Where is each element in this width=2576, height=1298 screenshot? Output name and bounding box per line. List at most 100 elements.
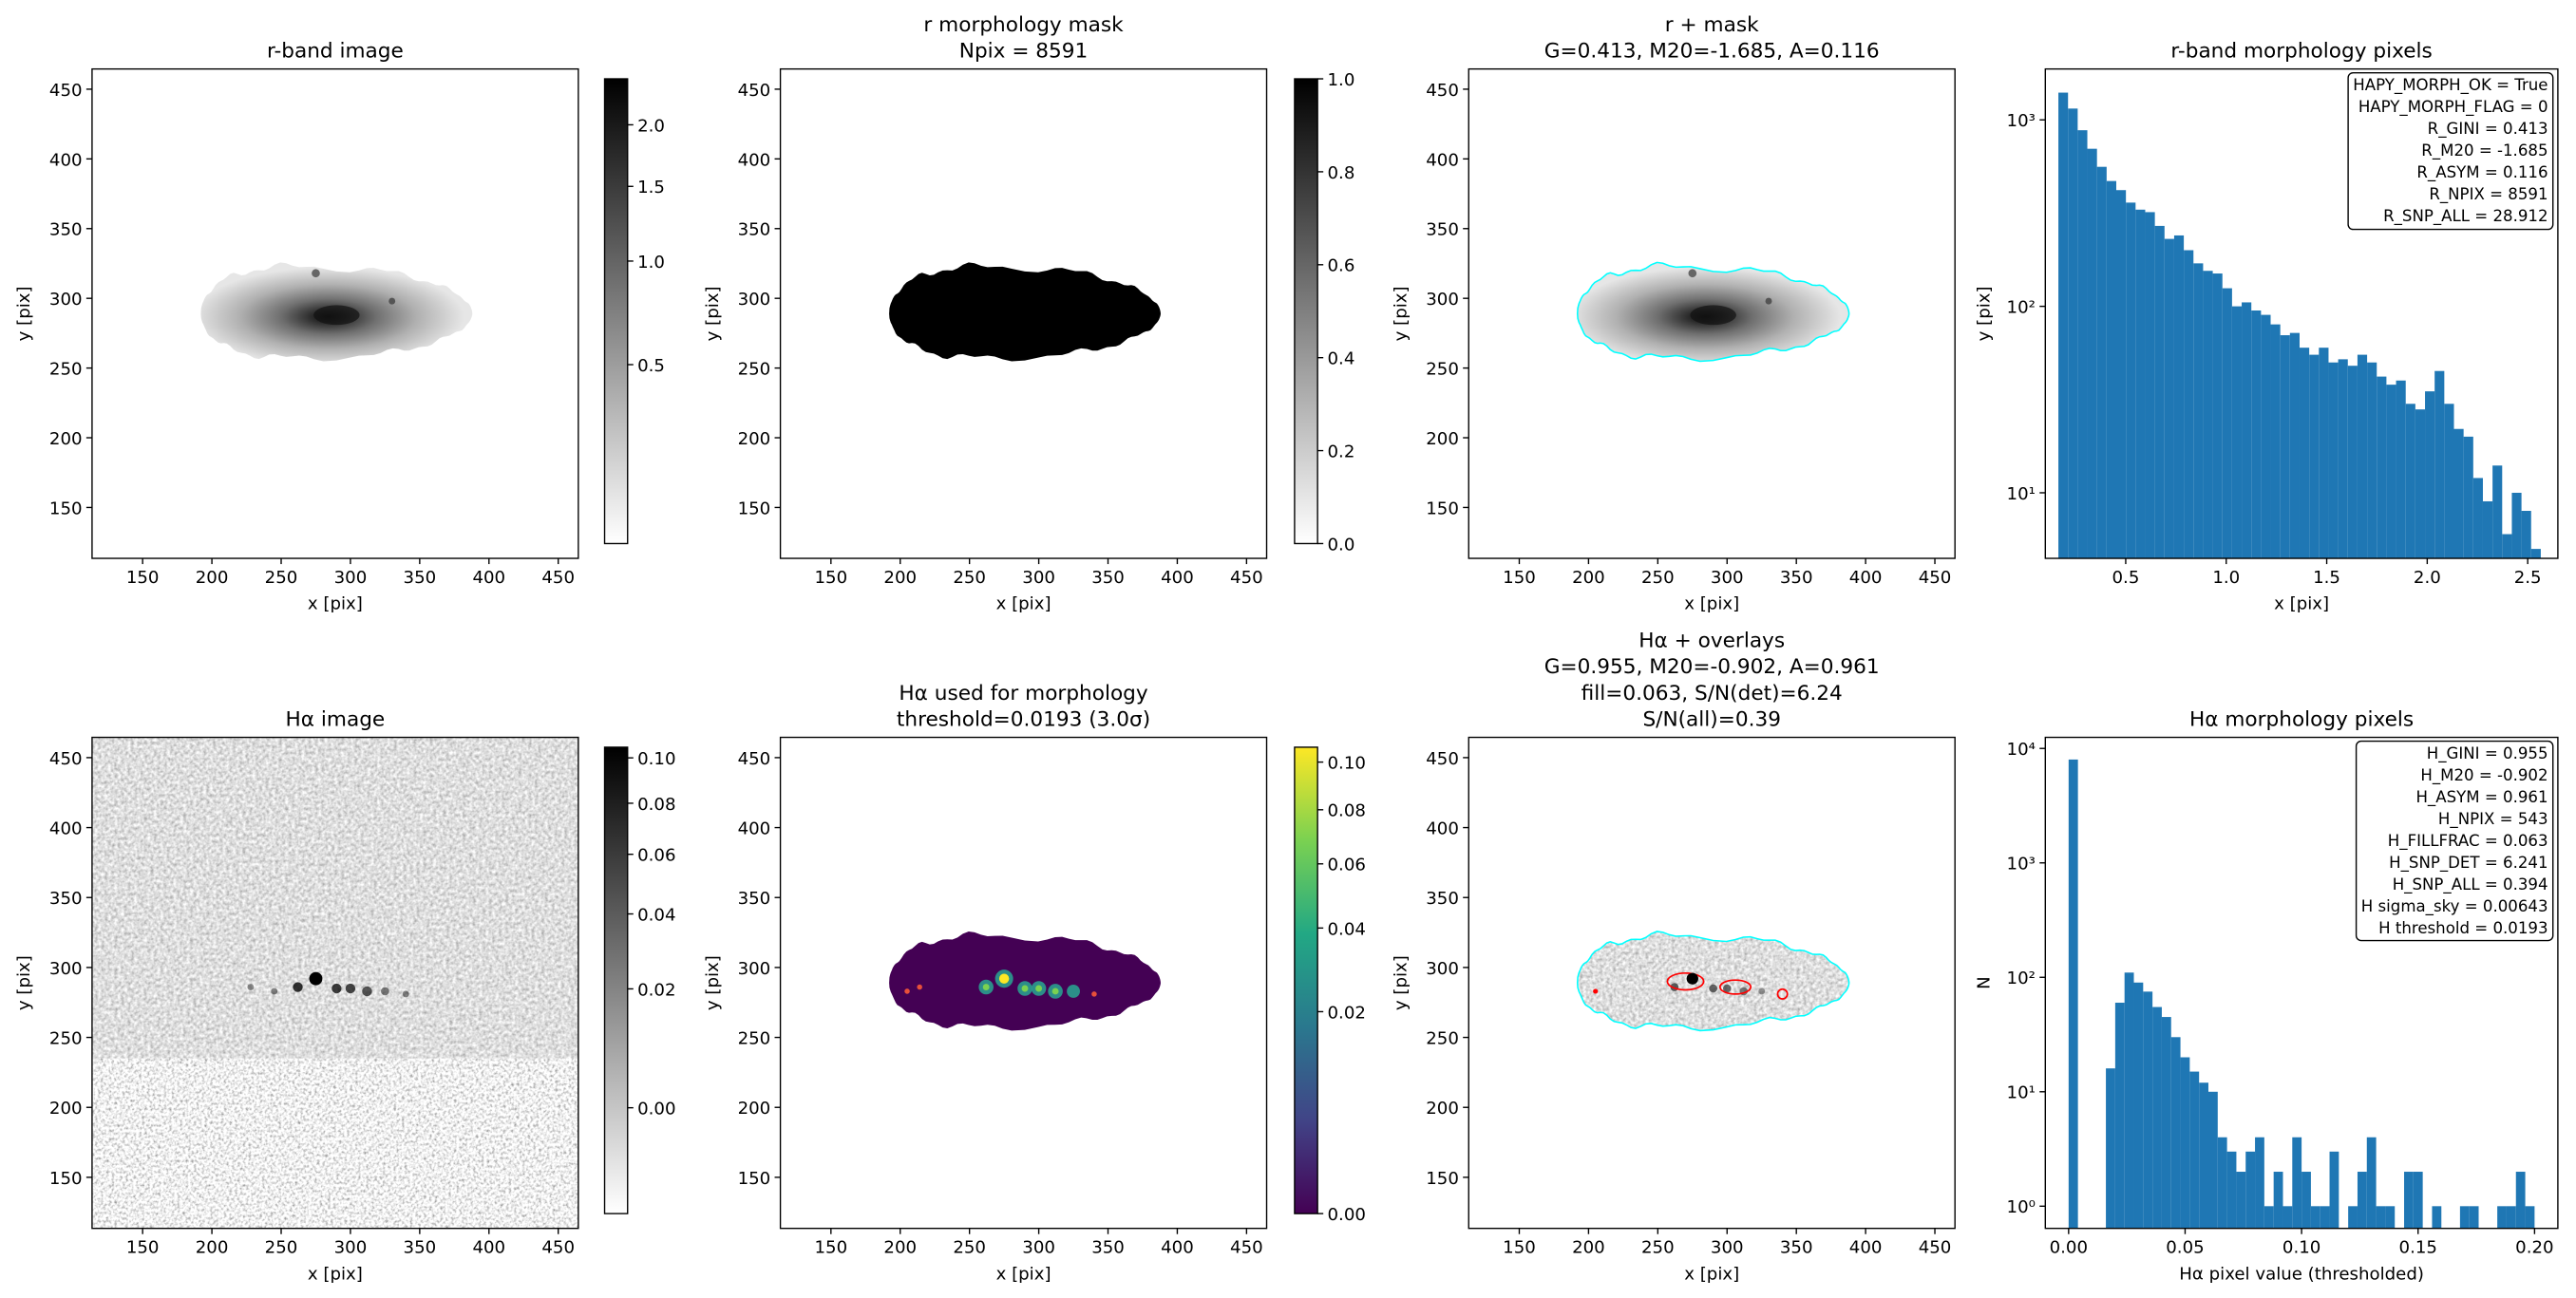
colorbar-tick-label: 0.4 xyxy=(1328,349,1355,369)
bar xyxy=(2415,409,2426,559)
y-tick-label: 10³ xyxy=(2007,111,2036,131)
x-tick-label: 200 xyxy=(1572,1238,1605,1258)
bar xyxy=(2357,1172,2367,1229)
y-tick-label: 450 xyxy=(738,749,771,769)
bar xyxy=(2245,1151,2256,1229)
mask-contour xyxy=(1576,261,1850,363)
bar xyxy=(2366,1137,2377,1229)
knot xyxy=(362,986,372,997)
annotation-frame xyxy=(2355,740,2554,942)
x-tick-label: 2.0 xyxy=(2414,568,2441,588)
bar xyxy=(2525,1206,2535,1229)
bar xyxy=(2231,306,2243,559)
bar xyxy=(2114,1003,2125,1229)
x-tick-label: 450 xyxy=(1230,568,1263,588)
annotation-line: R_SNP_ALL = 28.912 xyxy=(2383,207,2548,226)
star xyxy=(388,297,396,305)
plot-area xyxy=(91,737,578,1229)
x-axis-label: Hα pixel value (thresholded) xyxy=(2179,1264,2424,1284)
panel: 150 200 250 300 350 400 450 150 200 250 300 350 400 4… xyxy=(1392,629,1956,1284)
axes-frame xyxy=(91,736,579,1230)
bar xyxy=(2068,759,2078,1229)
x-tick-label: 300 xyxy=(1711,1238,1744,1258)
y-tick-label: 10⁰ xyxy=(2007,1197,2036,1217)
mask xyxy=(889,931,1161,1031)
x-tick-label: 450 xyxy=(541,1238,575,1258)
bar xyxy=(2289,332,2300,559)
y-tick-label: 300 xyxy=(1426,290,1459,310)
bar xyxy=(2115,190,2127,559)
y-tick-label: 350 xyxy=(1426,889,1459,909)
y-tick-label: 450 xyxy=(1426,749,1459,769)
knot-halo xyxy=(1067,985,1080,998)
x-tick-label: 450 xyxy=(1919,1238,1952,1258)
annotation-line: R_M20 = -1.685 xyxy=(2421,141,2548,160)
star xyxy=(1688,269,1697,278)
bar xyxy=(2432,1206,2442,1229)
x-tick-label: 350 xyxy=(1780,568,1813,588)
bar xyxy=(2226,1151,2237,1229)
colorbar-tick-label: 1.5 xyxy=(637,178,665,198)
x-tick-label: 2.5 xyxy=(2514,568,2542,588)
mask xyxy=(889,262,1161,362)
panel: 150 200 250 300 350 400 450 150 200 250 300 350 400 4… xyxy=(14,40,665,614)
annotation-line: H_SNP_DET = 6.241 xyxy=(2389,854,2548,873)
y-tick-label: 250 xyxy=(738,360,771,380)
bar xyxy=(2348,1206,2358,1229)
bar xyxy=(2301,1172,2311,1229)
x-tick-label: 0.05 xyxy=(2166,1238,2204,1258)
bar xyxy=(2329,1151,2339,1229)
knot xyxy=(345,983,356,994)
bar xyxy=(2376,1206,2386,1229)
x-axis-label: x [pix] xyxy=(1684,1264,1739,1284)
y-tick-label: 250 xyxy=(738,1028,771,1048)
bar xyxy=(2328,362,2339,559)
bar xyxy=(2251,310,2262,559)
bar xyxy=(2463,436,2473,559)
annotation-line: H threshold = 0.0193 xyxy=(2378,919,2548,937)
bar xyxy=(2203,271,2213,559)
galaxy-core xyxy=(1690,305,1736,326)
chart-title: Hα used for morphology xyxy=(899,682,1148,705)
x-tick-label: 400 xyxy=(1849,568,1883,588)
knot-small xyxy=(1593,988,1599,994)
colorbar-tick-label: 0.08 xyxy=(637,795,675,815)
bar xyxy=(2058,92,2069,559)
bar xyxy=(2453,428,2464,559)
bar xyxy=(2492,465,2503,559)
plot-area xyxy=(889,931,1161,1031)
y-tick-label: 200 xyxy=(738,429,771,449)
knot xyxy=(309,971,323,986)
y-tick-label: 400 xyxy=(49,818,83,838)
x-tick-label: 250 xyxy=(953,568,986,588)
annotation-line: H_GINI = 0.955 xyxy=(2427,744,2548,763)
colorbar-tick-label: 0.10 xyxy=(1328,754,1366,774)
y-tick-label: 250 xyxy=(1426,1028,1459,1048)
y-tick-label: 10¹ xyxy=(2007,484,2036,504)
x-tick-label: 300 xyxy=(1022,1238,1055,1258)
x-tick-label: 250 xyxy=(265,568,298,588)
y-axis-label: y [pix] xyxy=(14,955,34,1010)
colorbar-tick-label: 0.5 xyxy=(637,356,665,376)
annotation-line: H_ASYM = 0.961 xyxy=(2415,788,2548,807)
plot-area xyxy=(1576,931,1850,1032)
annotation-line: H_M20 = -0.902 xyxy=(2420,766,2548,785)
knot-peak xyxy=(1686,972,1698,985)
x-tick-label: 150 xyxy=(1503,568,1536,588)
axes-frame xyxy=(779,736,1268,1230)
bar xyxy=(2273,1172,2283,1229)
x-tick-label: 0.10 xyxy=(2282,1238,2320,1258)
y-tick-label: 150 xyxy=(1426,1169,1459,1189)
y-tick-label: 200 xyxy=(49,429,83,449)
y-tick-label: 200 xyxy=(738,1099,771,1119)
bar xyxy=(2459,1206,2470,1229)
y-axis-label: y [pix] xyxy=(1392,955,1411,1010)
knot xyxy=(293,982,303,992)
x-tick-label: 200 xyxy=(196,568,229,588)
y-tick-label: 10¹ xyxy=(2007,1083,2036,1103)
y-tick-label: 150 xyxy=(738,499,771,518)
knot xyxy=(1709,984,1717,993)
y-axis-label: y [pix] xyxy=(14,286,34,341)
plot-area xyxy=(2068,759,2535,1229)
